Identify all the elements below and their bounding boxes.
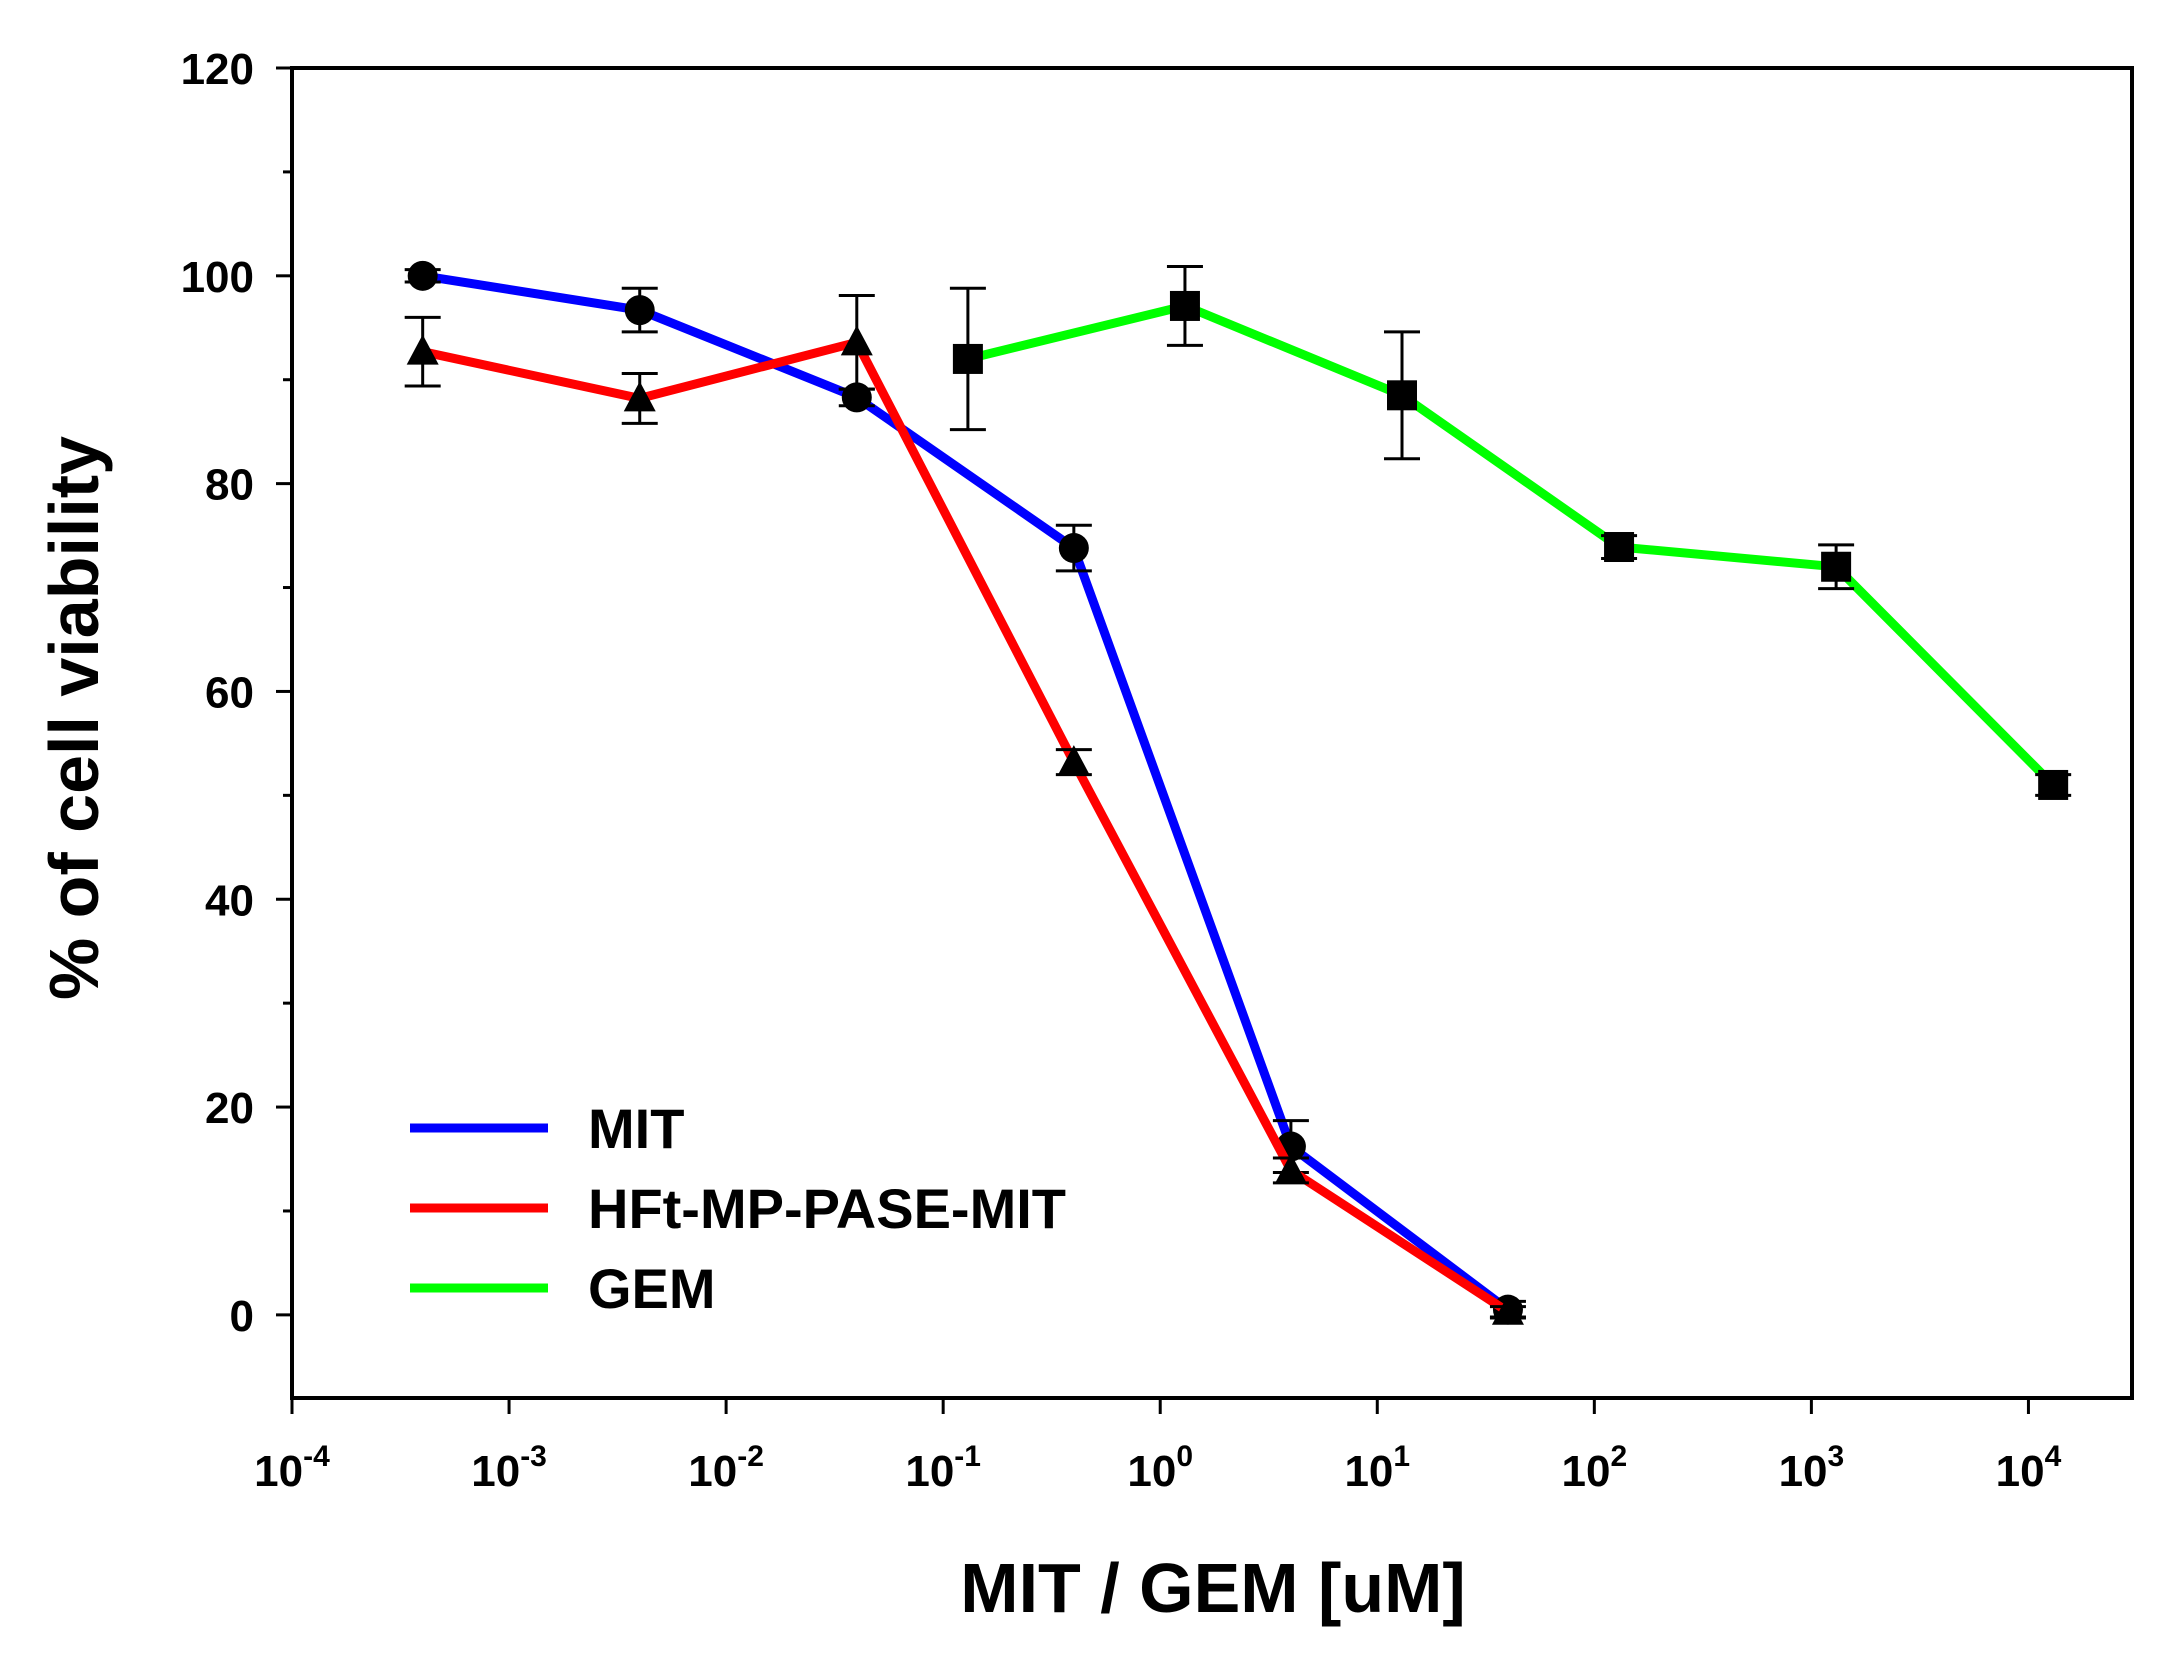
data-point: [1387, 380, 1418, 411]
data-point: [840, 325, 873, 356]
data-point: [1491, 1294, 1524, 1325]
y-tick-label: 20: [205, 1084, 254, 1133]
data-point: [407, 260, 438, 291]
x-tick-label: 100: [1127, 1440, 1193, 1496]
x-axis-title: MIT / GEM [uM]: [960, 1549, 1465, 1627]
y-tick-label: 100: [181, 253, 254, 302]
data-point: [1274, 1153, 1307, 1184]
series-line: [421, 337, 1511, 1316]
legend-label: GEM: [588, 1257, 716, 1320]
x-tick-label: 102: [1562, 1440, 1628, 1496]
data-point: [624, 295, 655, 326]
x-tick-label: 10-4: [254, 1440, 330, 1496]
y-tick-label: 40: [205, 876, 254, 925]
data-point: [2038, 769, 2069, 800]
y-tick-label: 120: [181, 45, 254, 94]
y-tick-label: 60: [205, 668, 254, 717]
x-tick-label: 101: [1344, 1440, 1410, 1496]
plot-layer: [404, 260, 2072, 1325]
plot-frame: [290, 66, 2134, 1400]
legend-label: HFt-MP-PASE-MIT: [588, 1177, 1066, 1240]
data-point: [1057, 745, 1090, 776]
data-point: [952, 343, 983, 374]
series-line: [421, 271, 1511, 1314]
data-point: [1058, 533, 1089, 564]
data-point: [1169, 290, 1200, 321]
series-line: [966, 301, 2057, 789]
legend: MIT HFt-MP-PASE-MIT GEM: [410, 1097, 1066, 1320]
x-tick-label: 103: [1779, 1440, 1845, 1496]
x-tick-label: 10-2: [688, 1440, 764, 1496]
series-1: [404, 294, 1526, 1325]
legend-label: MIT: [588, 1097, 684, 1160]
axes-layer: 0 20 40 60 80 100 120 10-4 10-3 10-2 10-1 100 101 102…: [181, 45, 2134, 1496]
y-axis-title: % of cell viability: [35, 436, 113, 1000]
data-point: [623, 381, 656, 412]
series-2: [949, 264, 2072, 800]
x-tick-label: 104: [1996, 1440, 2062, 1496]
data-point: [1821, 551, 1852, 582]
series-0: [404, 260, 1526, 1325]
data-point: [1604, 532, 1635, 563]
x-tick-label: 10-3: [471, 1440, 547, 1496]
data-point: [406, 334, 439, 365]
y-tick-label: 80: [205, 461, 254, 510]
y-tick-label: 0: [230, 1292, 254, 1341]
x-tick-label: 10-1: [905, 1440, 981, 1496]
